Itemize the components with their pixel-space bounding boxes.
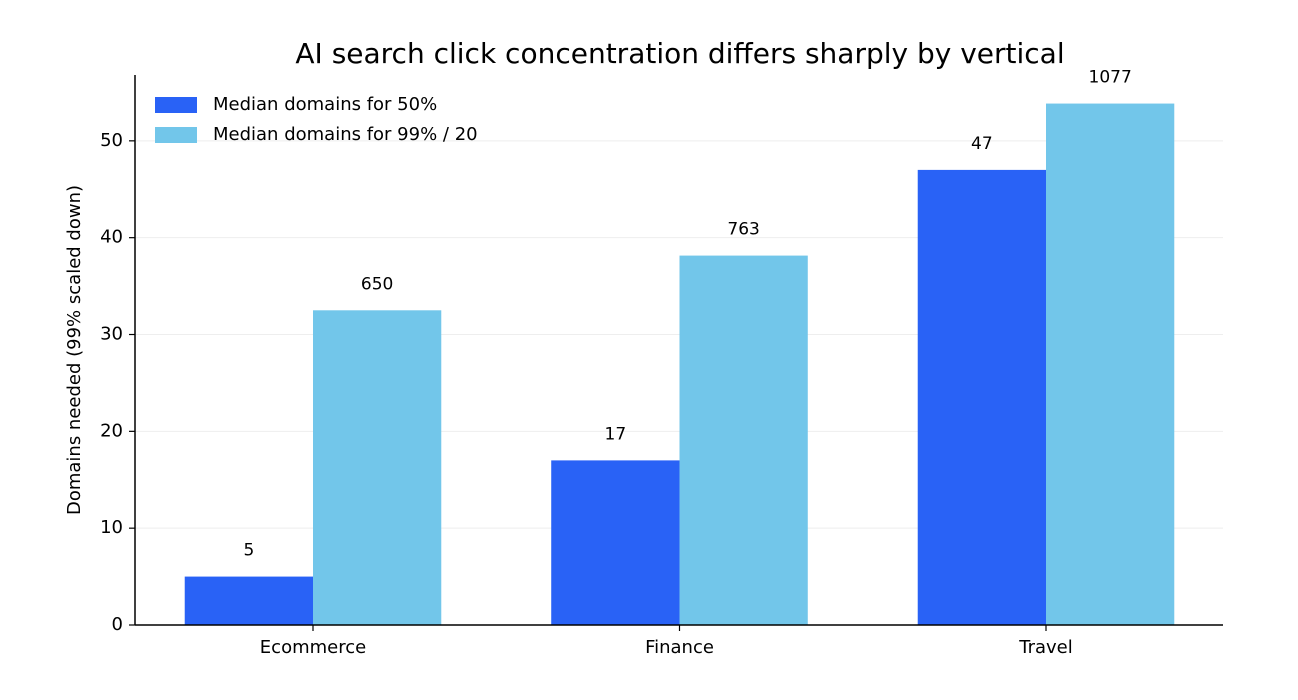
data-label: 763 [727,220,759,240]
bar [679,255,808,625]
x-tick-label: Finance [645,637,714,658]
y-tick-label: 30 [100,324,123,345]
y-axis-label: Domains needed (99% scaled down) [64,185,85,515]
bar [1046,103,1175,626]
legend-swatch [155,97,197,113]
data-label: 47 [971,134,993,154]
legend-label: Median domains for 99% / 20 [213,124,478,145]
data-label: 5 [243,541,254,561]
legend-label: Median domains for 50% [213,94,437,115]
x-tick-label: Ecommerce [260,637,366,658]
y-tick-label: 40 [100,227,123,248]
bar [551,460,680,625]
bar [313,310,442,625]
chart-title: AI search click concentration differs sh… [295,37,1064,70]
data-label: 17 [605,424,627,444]
x-tick-label: Travel [1018,637,1073,658]
data-label: 650 [361,274,393,294]
y-tick-label: 50 [100,130,123,151]
data-label: 1077 [1089,68,1132,88]
y-tick-label: 10 [100,517,123,538]
bar [917,169,1046,626]
y-tick-label: 0 [112,614,123,635]
y-tick-label: 20 [100,420,123,441]
bar [184,576,313,625]
legend-swatch [155,127,197,143]
